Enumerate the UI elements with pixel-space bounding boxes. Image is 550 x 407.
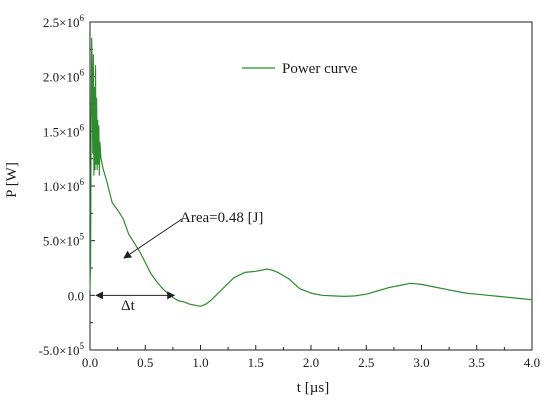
x-tick-label: 3.0 (413, 355, 429, 370)
annotation-delta-t: Δt (121, 298, 136, 314)
y-tick-label: 2.5×106 (43, 13, 85, 30)
y-tick-label: -5.0×105 (39, 341, 85, 358)
legend: Power curve (242, 61, 358, 77)
x-tick-label: 1.0 (192, 355, 208, 370)
area-arrow (123, 218, 183, 259)
annotation-area: Area=0.48 [J] (180, 210, 263, 226)
x-tick-label: 3.5 (469, 355, 485, 370)
y-tick-label: 5.0×105 (43, 232, 85, 249)
x-tick-label: 4.0 (524, 355, 540, 370)
x-axis-ticks: 0.0 0.5 1.0 1.5 2.0 2.5 3.0 3.5 4.0 (82, 345, 540, 370)
x-tick-label: 0.5 (137, 355, 153, 370)
x-tick-label: 2.0 (303, 355, 319, 370)
legend-label-power-curve: Power curve (282, 61, 358, 77)
series-layer (89, 37, 533, 307)
x-tick-label: 2.5 (358, 355, 374, 370)
x-tick-label: 1.5 (248, 355, 264, 370)
x-axis-title: t [µs] (297, 380, 329, 396)
y-axis-title: P [W] (4, 162, 20, 198)
x-tick-label: 0.0 (82, 355, 98, 370)
series-line-power-curve (89, 37, 533, 307)
y-tick-label: 0.0 (68, 288, 84, 303)
y-tick-label: 1.0×106 (43, 177, 85, 194)
y-tick-label: 1.5×106 (43, 122, 85, 139)
y-axis-ticks: -5.0×105 0.0 5.0×105 1.0×106 1.5×106 2.0×106 2… (39, 13, 95, 358)
y-tick-label: 2.0×106 (43, 68, 85, 85)
annotation-layer (95, 218, 183, 300)
